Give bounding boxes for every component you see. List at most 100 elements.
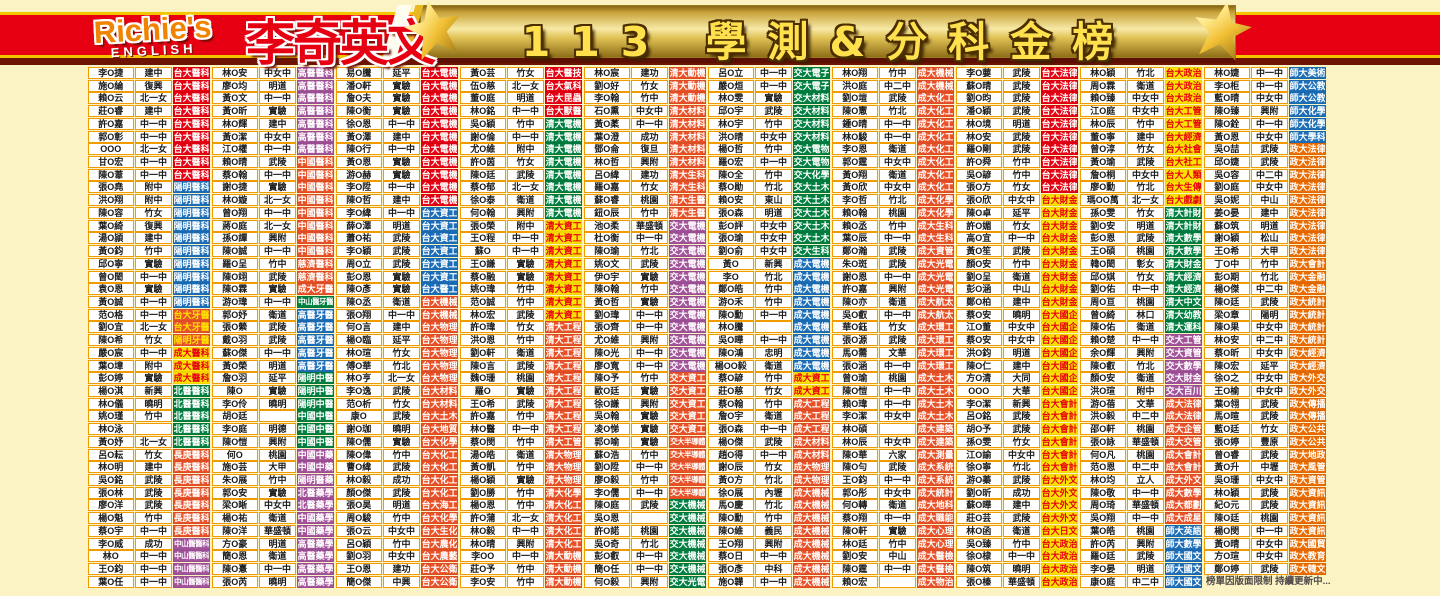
student-name: 廖O均 xyxy=(212,79,258,92)
student-school: 興附 xyxy=(1126,346,1165,359)
student-school: 立人 xyxy=(1126,474,1165,486)
student-name: 廖O寬 xyxy=(584,359,630,372)
university-cell: 成大機械 xyxy=(793,550,831,563)
student-name: 陳O果 xyxy=(1204,321,1250,334)
student-school: 竹女 xyxy=(1250,423,1289,436)
student-school: 實驗 xyxy=(258,384,297,397)
university-cell: 交大機械 xyxy=(669,524,707,537)
student-name: 劉O安 xyxy=(1080,219,1126,232)
university-cell: 政大法律 xyxy=(1289,206,1327,219)
result-row: 楊O傑 中二中 政大金融 xyxy=(1204,283,1328,296)
university-cell: 台大財金 xyxy=(1041,194,1079,207)
student-name: 洪O恩 xyxy=(460,334,506,347)
student-school: 中二中 xyxy=(1250,334,1289,347)
student-name: 李O晏 xyxy=(1080,563,1126,576)
student-school: 桃園 xyxy=(1126,448,1165,461)
student-school: 竹中 xyxy=(1002,156,1041,169)
student-name: 范O析 xyxy=(336,397,382,410)
university-cell: 台大財金 xyxy=(1041,257,1079,270)
student-school: 竹女 xyxy=(1126,270,1165,283)
student-school: 興附 xyxy=(630,397,669,410)
student-name: 蘇O傑 xyxy=(212,346,258,359)
result-row: 劉O瑋 中一中 交大電機 xyxy=(584,308,708,322)
university-cell: 清大電機 xyxy=(545,143,583,156)
result-row: 劉O安 中山 成大醫檢 xyxy=(832,550,956,563)
university-cell: 中國中藥 xyxy=(297,461,335,474)
result-row: 邵O軒 桃園 成大企管 xyxy=(1080,423,1204,436)
result-row: 洪O瑄 附中 交大百川 xyxy=(1080,384,1204,398)
result-row: 林O輝 建中 高醫醫科 xyxy=(212,117,336,131)
university-cell: 政大法律 xyxy=(1289,219,1327,232)
student-name: 蕭O祐 xyxy=(336,232,382,245)
student-school: 武陵 xyxy=(382,384,421,397)
student-school: 延平 xyxy=(382,334,421,347)
student-school: 武陵 xyxy=(1250,563,1289,576)
university-cell: 陽明醫科 xyxy=(173,206,211,219)
student-school: 六家 xyxy=(878,448,917,461)
university-cell: 清大生醫 xyxy=(669,206,707,219)
result-row: 陳O敬 中一中 成大數學 xyxy=(1080,486,1204,500)
university-cell: 交大材料 xyxy=(793,130,831,143)
student-school: 竹女 xyxy=(1002,435,1041,448)
result-row: 蘇O浩 竹中 交大半導體 xyxy=(584,448,708,462)
university-cell: 交大電機 xyxy=(669,232,707,245)
student-name: 藍O廷 xyxy=(1204,423,1250,436)
result-row: 陳O軒 實驗 成大心理 xyxy=(832,524,956,538)
university-cell: 交大化學 xyxy=(793,168,831,181)
university-cell: 成大環工 xyxy=(917,334,955,347)
university-cell: 長庚醫科 xyxy=(173,448,211,461)
student-name: 林O辰 xyxy=(1080,117,1126,130)
student-school: 曉明 xyxy=(382,423,421,436)
result-row: 林O醫 中一中 清大工程 xyxy=(460,423,584,436)
student-school: 中女中 xyxy=(1126,105,1165,118)
result-row: 梁O章 陽明 政大統計 xyxy=(1204,308,1328,322)
result-row: 孫O譚 興附 中國醫科 xyxy=(212,232,336,245)
student-school: 竹北 xyxy=(754,474,793,486)
result-row: 林O境 明道 台大法律 xyxy=(956,117,1080,131)
student-name: 紀O元 xyxy=(1204,499,1250,512)
result-row: 李OO 中一中 清大動機 xyxy=(460,550,584,563)
result-row: 徐O恩 中一中 台大電機 xyxy=(336,117,460,131)
student-school: 新興 xyxy=(1002,397,1041,410)
result-row: 陳O翊 武陵 慈濟醫科 xyxy=(212,270,336,284)
student-school: 實驗 xyxy=(258,283,297,296)
university-cell: 台大資工 xyxy=(421,257,459,270)
university-cell: 台大醫科 xyxy=(173,105,211,118)
student-name: 王O謙 xyxy=(460,257,506,270)
university-cell: 成大電機 xyxy=(793,270,831,283)
student-school xyxy=(878,423,917,436)
result-row: 馬O暄 武陵 政大傳播 xyxy=(1204,410,1328,423)
university-cell: 成大生科 xyxy=(917,219,955,232)
student-school: 中一中 xyxy=(134,168,173,181)
university-cell: 台大材料 xyxy=(421,397,459,410)
result-row: 鄭O瀚 武陵 成大資管 xyxy=(832,245,956,258)
university-cell: 台大醫工 xyxy=(421,283,459,296)
student-school: 武陵 xyxy=(630,257,669,270)
university-cell: 成大物理 xyxy=(793,474,831,486)
student-school: 曉明 xyxy=(258,575,297,588)
student-school: 衛道 xyxy=(754,359,793,372)
student-school: 林口 xyxy=(1126,308,1165,321)
result-row: 施O韡 中一中 成大機械 xyxy=(708,575,832,589)
student-name: 林O辰 xyxy=(832,435,878,448)
student-school: 中一中 xyxy=(134,346,173,359)
student-name: 李O哲 xyxy=(832,194,878,207)
result-row: 瑪OO萬 北一女 台大戲劇 xyxy=(1080,194,1204,207)
student-school: 竹中 xyxy=(630,372,669,385)
student-school: 興附 xyxy=(1250,105,1289,118)
result-row: 高O宜 中一中 台大財金 xyxy=(956,232,1080,245)
result-row: 張O昊 明道 台大海工 xyxy=(336,499,460,512)
result-row: 林O穎 竹北 台大政治 xyxy=(1080,67,1204,80)
result-row: 陳O宏 延平 政大經濟 xyxy=(1204,359,1328,373)
student-name: 呂O緯 xyxy=(584,168,630,181)
student-school: 武陵 xyxy=(1126,232,1165,245)
result-row: 李O陞 中一中 台大電機 xyxy=(336,181,460,194)
result-row: 陳O予 竹中 交大資工 xyxy=(584,372,708,385)
university-cell: 高醫藥學 xyxy=(297,563,335,576)
student-school: 大同 xyxy=(1002,372,1041,385)
student-school: 竹中 xyxy=(506,461,545,474)
university-cell: 成大物理 xyxy=(793,461,831,474)
student-school: 實驗 xyxy=(382,92,421,105)
university-cell: 政大金融 xyxy=(1289,283,1327,296)
student-name: 康O xyxy=(336,410,382,423)
